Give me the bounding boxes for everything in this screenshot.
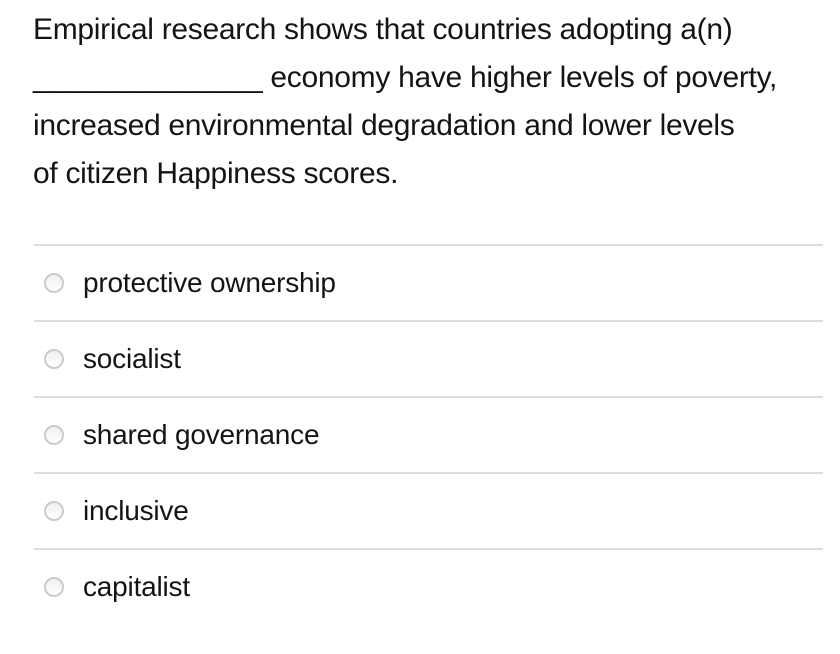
question-text: Empirical research shows that countries … [33,6,826,198]
question-line-3: increased environmental degradation and … [33,109,735,142]
radio-button-icon[interactable] [44,501,64,521]
question-line-2: ______________ economy have higher level… [33,61,778,94]
answer-option-label[interactable]: capitalist [83,571,190,602]
answer-option-row-3[interactable]: shared governance [34,396,823,472]
answer-option-label[interactable]: inclusive [83,495,189,526]
answer-option-row-5[interactable]: capitalist [34,548,823,624]
answer-option-label[interactable]: socialist [83,343,181,374]
radio-button-icon[interactable] [44,577,64,597]
answer-options: protective ownership socialist shared go… [34,244,823,624]
radio-button-icon[interactable] [44,273,64,293]
answer-option-row-2[interactable]: socialist [34,320,823,396]
quiz-page: { "question": { "lines": [ "Empirical re… [0,6,840,654]
radio-button-icon[interactable] [44,425,64,445]
question-line-4: of citizen Happiness scores. [33,157,399,190]
answer-option-label[interactable]: protective ownership [83,267,336,298]
radio-button-icon[interactable] [44,349,64,369]
answer-option-row-1[interactable]: protective ownership [34,244,823,320]
answer-option-label[interactable]: shared governance [83,419,320,450]
question-line-1: Empirical research shows that countries … [33,13,733,46]
answer-option-row-4[interactable]: inclusive [34,472,823,548]
